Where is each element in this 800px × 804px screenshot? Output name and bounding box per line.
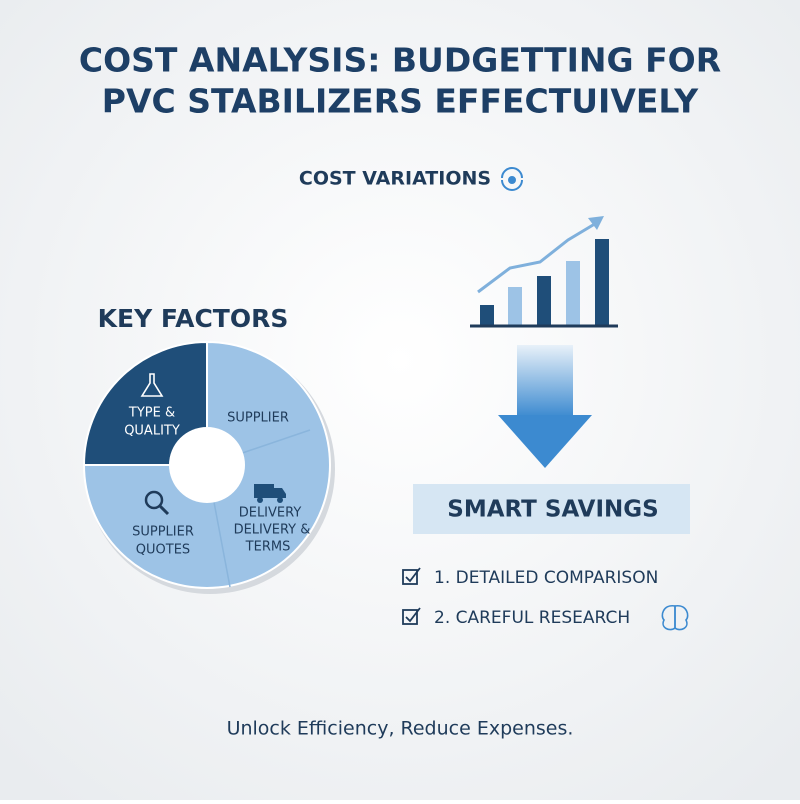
smart-savings-title: SMART SAVINGS bbox=[447, 497, 658, 523]
savings-item: 2. CAREFUL RESEARCH bbox=[434, 608, 630, 628]
tagline: Unlock Efficiency, Reduce Expenses. bbox=[227, 718, 574, 740]
segment-label: QUOTES bbox=[136, 543, 190, 558]
segment-label: TYPE & bbox=[128, 406, 175, 421]
cycle-icon bbox=[501, 167, 523, 191]
factor-donut bbox=[82, 340, 335, 594]
title-line: COST ANALYSIS: BUDGETTING FOR bbox=[79, 41, 721, 80]
segment-label: TERMS bbox=[245, 540, 291, 555]
down-arrow bbox=[498, 345, 592, 468]
segment-label: QUALITY bbox=[124, 424, 180, 439]
title-line: PVC STABILIZERS EFFECTUIVELY bbox=[102, 82, 700, 121]
savings-item: 1. DETAILED COMPARISON bbox=[434, 568, 658, 588]
checkbox bbox=[402, 567, 421, 625]
growth-icon bbox=[470, 216, 618, 328]
segment-label: SUPPLIER bbox=[227, 411, 289, 426]
segment-label: DELIVERY & bbox=[234, 523, 311, 538]
segment-label: SUPPLIER bbox=[132, 525, 194, 540]
smart-savings-box bbox=[413, 484, 690, 534]
cost-variations-label: COST VARIATIONS bbox=[299, 168, 491, 190]
key-factors-title: KEY FACTORS bbox=[98, 304, 289, 333]
brain-icon bbox=[661, 605, 689, 631]
segment-label: DELIVERY bbox=[239, 506, 302, 521]
